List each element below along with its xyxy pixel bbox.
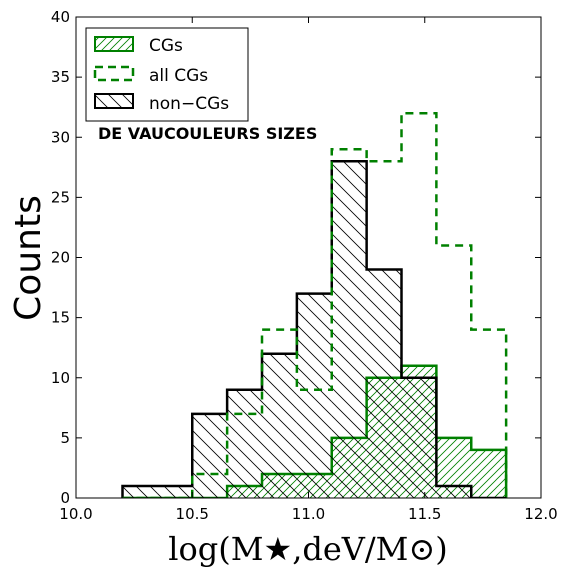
x-tick-label: 11.0	[292, 505, 325, 523]
bar-non-cgs-6	[331, 161, 367, 498]
legend-label-cgs: CGs	[149, 36, 183, 56]
legend-swatch-cgs	[94, 36, 134, 52]
bar-cgs-10	[471, 449, 507, 498]
bar-non-cgs-5	[296, 293, 332, 498]
y-tick-label: 25	[51, 188, 70, 206]
series-outline-non-cgs	[121, 160, 507, 498]
y-axis-label: Counts	[8, 195, 49, 321]
bar-non-cgs-0	[122, 485, 158, 498]
x-tick-label: 10.0	[59, 505, 92, 523]
bar-non-cgs-4	[262, 353, 297, 498]
y-tick-label: 35	[51, 68, 70, 86]
legend-label-non-cgs: non−CGs	[149, 94, 229, 114]
x-tick-label: 10.5	[176, 505, 209, 523]
y-tick-label: 0	[60, 489, 70, 507]
x-tick-label: 12.0	[524, 505, 557, 523]
y-tick-label: 10	[51, 369, 70, 387]
bar-non-cgs-1	[157, 485, 193, 498]
legend-swatch-all-cgs	[93, 65, 135, 82]
chart-annotation: DE VAUCOULEURS SIZES	[98, 124, 317, 143]
x-tick-label: 11.5	[408, 505, 441, 523]
plot-frame	[75, 16, 542, 499]
legend: CGs all CGs non−CGs	[85, 27, 249, 122]
y-tick-label: 15	[51, 309, 70, 327]
y-tick-label: 30	[51, 128, 70, 146]
y-tick-label: 40	[51, 8, 70, 26]
bar-non-cgs-9	[436, 485, 472, 498]
bars-layer	[121, 111, 508, 498]
legend-swatch-non-cgs	[94, 93, 134, 109]
bar-non-cgs-2	[192, 413, 228, 498]
bar-non-cgs-8	[401, 377, 437, 498]
x-axis-label: log(M★,deV/M⊙)	[168, 530, 447, 568]
legend-label-all-cgs: all CGs	[149, 66, 208, 86]
bar-non-cgs-3	[227, 389, 262, 498]
bar-non-cgs-7	[366, 269, 402, 498]
y-tick-label: 5	[60, 429, 70, 447]
y-tick-label: 20	[51, 249, 70, 267]
